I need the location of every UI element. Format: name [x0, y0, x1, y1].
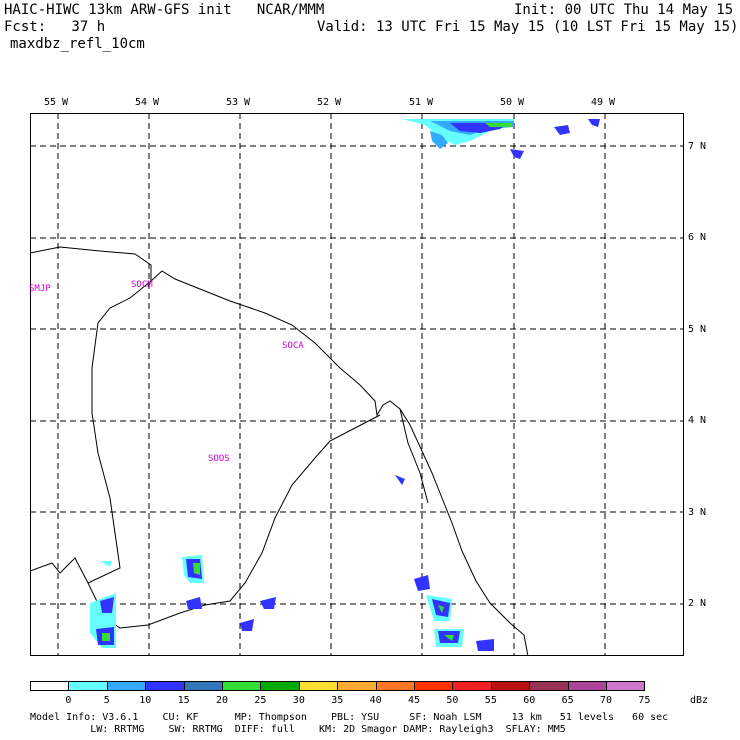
echo-cell [414, 575, 430, 591]
colorbar-swatch [606, 681, 646, 691]
colorbar-swatch [145, 681, 185, 691]
graticule [30, 113, 684, 656]
lon-label-55w: 55 W [44, 97, 69, 108]
colorbar-tick-label: 25 [254, 695, 267, 706]
plot-title: HAIC-HIWC 13km ARW-GFS init NCAR/MMM [4, 2, 325, 18]
colorbar-swatch [529, 681, 569, 691]
lat-label-6n: 6 N [688, 232, 707, 243]
echo-cell [100, 597, 114, 613]
colorbar-swatch [260, 681, 300, 691]
echo-cell [395, 475, 405, 485]
colorbar-swatch [183, 681, 223, 691]
colorbar-swatch [375, 681, 415, 691]
colorbar-tick-label: 40 [369, 695, 382, 706]
colorbar-swatch [567, 681, 607, 691]
colorbar-tick-label: 15 [177, 695, 190, 706]
station-label-soca: SOCA [282, 341, 304, 351]
lat-label-5n: 5 N [688, 324, 707, 335]
forecast-hour: Fcst: 37 h [4, 19, 106, 35]
colorbar-tick-label: 20 [216, 695, 229, 706]
colorbar-tick-label: 35 [331, 695, 344, 706]
colorbar-swatch [68, 681, 108, 691]
colorbar-tick-label: 65 [561, 695, 574, 706]
station-label-smjp: SMJP [29, 284, 51, 294]
colorbar-swatch [490, 681, 531, 691]
colorbar-swatch [222, 681, 262, 691]
colorbar-unit: dBz [690, 695, 709, 706]
station-label-soos: SOOS [208, 454, 230, 464]
field-name: maxdbz_refl_10cm [10, 36, 145, 52]
echo-cell [193, 563, 200, 575]
colorbar-tick-label: 50 [446, 695, 459, 706]
colorbar-swatch [414, 681, 454, 691]
lat-label-7n: 7 N [688, 141, 707, 152]
echo-cell [485, 123, 512, 127]
colorbar-tick-label: 70 [600, 695, 613, 706]
colorbar-tick-label: 0 [65, 695, 72, 706]
country-border-guyana-suriname [30, 414, 381, 629]
lon-label-50w: 50 W [500, 97, 525, 108]
lon-label-53w: 53 W [226, 97, 251, 108]
country-border-brazil [87, 280, 152, 584]
valid-time: Valid: 13 UTC Fri 15 May 15 (10 LST Fri … [317, 19, 739, 35]
country-border-east [399, 408, 429, 504]
lat-label-2n: 2 N [688, 598, 707, 609]
colorbar-tick-label: 30 [292, 695, 305, 706]
init-time: Init: 00 UTC Thu 14 May 15 [514, 2, 734, 18]
echo-cell [102, 633, 110, 641]
model-info-line2: LW: RRTMG SW: RRTMG DIFF: full KM: 2D Sm… [30, 724, 566, 735]
lon-label-54w: 54 W [135, 97, 160, 108]
echo-cell [240, 619, 254, 631]
lon-label-49w: 49 W [591, 97, 616, 108]
station-label-socm: SOCM [131, 280, 153, 290]
echo-cell [476, 639, 494, 651]
colorbar-tick-label: 10 [139, 695, 152, 706]
colorbar-tick-label: 45 [408, 695, 421, 706]
colorbar-swatch [452, 681, 492, 691]
lon-label-52w: 52 W [317, 97, 342, 108]
colorbar-tick-label: 60 [523, 695, 536, 706]
colorbar-swatch [30, 681, 70, 691]
model-info-line1: Model Info: V3.6.1 CU: KF MP: Thompson P… [30, 712, 669, 723]
lon-label-51w: 51 W [409, 97, 434, 108]
echo-cell [438, 605, 444, 613]
reflectivity-cells [90, 119, 600, 651]
echo-cell [186, 597, 202, 609]
echo-cell [588, 119, 600, 127]
colorbar-tick-label: 75 [638, 695, 651, 706]
echo-cell [554, 125, 570, 135]
echo-cell [444, 635, 454, 641]
lat-label-4n: 4 N [688, 415, 707, 426]
colorbar-swatch [337, 681, 377, 691]
map-plot [30, 113, 684, 656]
colorbar-swatch [298, 681, 339, 691]
echo-cell [260, 597, 276, 609]
colorbar-swatch [106, 681, 147, 691]
colorbar-tick-label: 5 [103, 695, 110, 706]
echo-cell [430, 131, 448, 149]
lat-label-3n: 3 N [688, 507, 707, 518]
echo-cell [100, 561, 112, 567]
echo-cell [510, 149, 524, 159]
colorbar-tick-label: 55 [484, 695, 497, 706]
map-frame [30, 113, 684, 656]
